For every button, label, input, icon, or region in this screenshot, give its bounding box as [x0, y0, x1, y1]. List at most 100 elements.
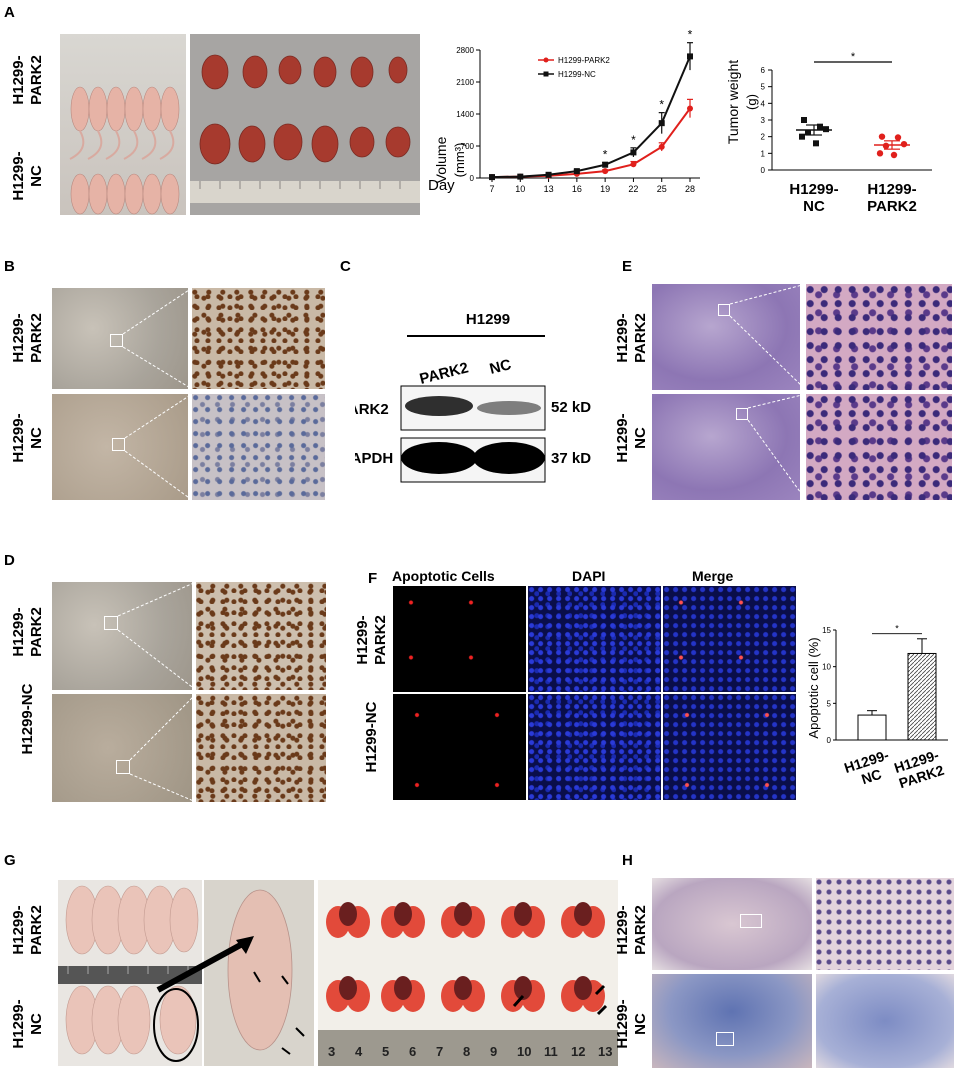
row-label-f-park2: H1299- PARK2 — [354, 615, 389, 665]
legend-label-park2: H1299-PARK2 — [558, 56, 610, 65]
wb-size-37: 37 kD — [551, 450, 591, 467]
fluor-apoptotic-park2 — [393, 586, 526, 692]
legend-marker-park2 — [543, 57, 549, 63]
tumor-weight-chart: Tumor weight (g) 0 1 2 3 4 5 6 * H1299-NC H1299-P… — [725, 51, 932, 215]
he-e-park2-low — [652, 284, 800, 390]
volume-point-park2 — [602, 168, 609, 175]
weight-ytick-label: 4 — [761, 99, 766, 108]
panel-letter-h: H — [622, 852, 633, 869]
heart — [454, 976, 472, 1000]
mouse-closeup-g — [204, 880, 314, 1066]
volume-ytick-label: 2100 — [456, 78, 474, 87]
apoptotic-category-label: H1299-PARK2 — [892, 746, 946, 791]
tumors-photo-a — [190, 34, 420, 215]
panel-letter-g: G — [4, 852, 16, 869]
ruler-number: 12 — [571, 1044, 585, 1059]
row-label-a-park2: H1299- PARK2 — [10, 55, 45, 105]
weight-point-nc — [813, 140, 819, 147]
heart — [574, 902, 592, 926]
panel-letter-d: D — [4, 552, 15, 569]
weight-category-label: H1299-PARK2 — [867, 181, 917, 215]
volume-point-nc — [630, 149, 637, 156]
volume-point-park2 — [630, 161, 637, 168]
row-label-g-nc: H1299- NC — [10, 999, 45, 1049]
volume-ytick-label: 0 — [470, 174, 475, 183]
weight-significance-star: * — [851, 51, 856, 63]
he-h-nc-zoom — [816, 974, 954, 1068]
panel-letter-b: B — [4, 258, 15, 275]
weight-ytick-label: 3 — [761, 116, 766, 125]
volume-ytick-label: 700 — [461, 142, 475, 151]
heart — [339, 902, 357, 926]
volume-xtick-label: 16 — [572, 184, 582, 194]
fluor-merge-park2 — [663, 586, 796, 692]
he-e-nc-low — [652, 394, 800, 500]
volume-significance-star: * — [631, 133, 636, 147]
ihc-b-park2-low — [52, 288, 188, 389]
ruler-number: 9 — [490, 1044, 497, 1059]
ihc-d-park2-zoom — [196, 582, 326, 690]
heart — [394, 976, 412, 1000]
volume-ylabel: Volume — [433, 136, 449, 183]
mice-photo-a — [60, 34, 186, 215]
ruler-number: 4 — [355, 1044, 363, 1059]
volume-xtick-label: 10 — [515, 184, 525, 194]
volume-significance-star: * — [603, 147, 608, 161]
heart — [514, 976, 532, 1000]
col-apoptotic-cells: Apoptotic Cells — [392, 568, 495, 584]
apoptotic-bar-park2 — [907, 652, 937, 741]
heart — [339, 976, 357, 1000]
row-label-b-nc: H1299- NC — [10, 413, 45, 463]
panel-letter-e: E — [622, 258, 633, 275]
apoptotic-significance-star: * — [895, 624, 899, 634]
ruler-number: 6 — [409, 1044, 416, 1059]
volume-ytick-label: 2800 — [456, 46, 474, 55]
weight-ylabel: Tumor weight — [725, 60, 741, 144]
apoptotic-ytick-label: 10 — [822, 663, 831, 672]
weight-point-nc — [801, 117, 807, 123]
weight-point-park2 — [882, 142, 890, 150]
wb-lane-nc: NC — [488, 356, 513, 378]
volume-xtick-label: 19 — [600, 184, 610, 194]
apoptotic-ylabel: Apoptotic cell (%) — [806, 637, 821, 738]
row-label-e-park2: H1299- PARK2 — [614, 313, 649, 363]
panel-letter-f: F — [368, 570, 378, 587]
row-label-a-nc: H1299- NC — [10, 151, 45, 201]
weight-point-park2 — [894, 134, 902, 141]
apoptotic-ytick-label: 15 — [822, 626, 831, 635]
weight-point-park2 — [890, 151, 898, 159]
volume-significance-star: * — [688, 30, 693, 42]
apoptotic-bar-chart: Apoptotic cell (%) 0 5 10 15 * H1299-NCH1299-… — [806, 624, 948, 791]
row-label-e-nc: H1299- NC — [614, 413, 649, 463]
row-label-d-park2: H1299- PARK2 — [10, 607, 45, 657]
row-label-f-nc: H1299-NC — [363, 701, 380, 773]
he-h-park2-zoom — [816, 878, 954, 970]
fluor-dapi-park2 — [528, 586, 661, 692]
col-merge: Merge — [692, 568, 734, 584]
volume-xtick-label: 7 — [489, 184, 494, 194]
weight-point-nc — [799, 133, 805, 140]
weight-point-nc — [817, 123, 823, 130]
ihc-b-nc-low — [52, 394, 188, 500]
weight-yunit: (g) — [744, 94, 759, 110]
western-blot: H1299 PARK2 NC PARK2 GAPDH 52 kD 37 kD — [355, 311, 591, 483]
fluor-apoptotic-nc — [393, 694, 526, 800]
he-e-nc-zoom — [806, 394, 952, 500]
ihc-d-nc-low — [52, 694, 192, 802]
ruler-number: 3 — [328, 1044, 335, 1059]
row-label-b-park2: H1299- PARK2 — [10, 313, 45, 363]
volume-xtick-label: 22 — [628, 184, 638, 194]
wb-cell-line: H1299 — [466, 311, 510, 328]
volume-point-park2 — [658, 143, 665, 150]
volume-ytick-label: 1400 — [456, 110, 474, 119]
volume-point-nc — [573, 168, 580, 175]
weight-point-park2 — [876, 150, 884, 157]
apoptotic-bar-nc — [857, 714, 887, 741]
heart — [514, 902, 532, 926]
row-label-h-nc: H1299- NC — [614, 999, 649, 1049]
weight-ytick-label: 5 — [761, 83, 766, 92]
volume-point-nc — [687, 53, 693, 60]
apoptotic-category-label: H1299-NC — [842, 746, 896, 791]
fluor-dapi-nc — [528, 694, 661, 800]
